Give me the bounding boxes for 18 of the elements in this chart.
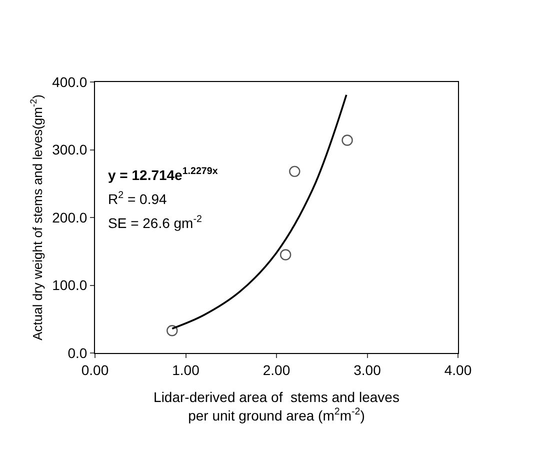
annotation: SE = 26.6 gm$^{-2}$ (108, 214, 202, 231)
point (280, 249, 292, 260)
point (166, 325, 178, 336)
x-tick-label: 2.00 (262, 362, 290, 378)
point (342, 134, 353, 146)
point (289, 166, 300, 178)
x-tick-label: 4.00 (444, 362, 472, 378)
y-tick-label: 300.0 (52, 142, 88, 158)
x-tick-label: 1.00 (172, 362, 200, 378)
annotation: y = 12.714e$^{1.2279x}$ (108, 166, 218, 183)
y-tick-label: 0.0 (68, 344, 88, 361)
annotation: R$^{2}$ = 0.94 (108, 190, 167, 207)
y-tick-label: 100.0 (52, 277, 88, 294)
x-tick-label: 3.00 (354, 362, 382, 378)
x-tick-label: 0.00 (81, 362, 109, 378)
x-axis-title: Lidar-derived area of stems and leaves per unit ground area (m$^{2}$m$^{-2}$) (154, 389, 400, 424)
y-tick-label: 200.0 (52, 209, 88, 226)
y-tick-label: 400.0 (52, 74, 88, 90)
